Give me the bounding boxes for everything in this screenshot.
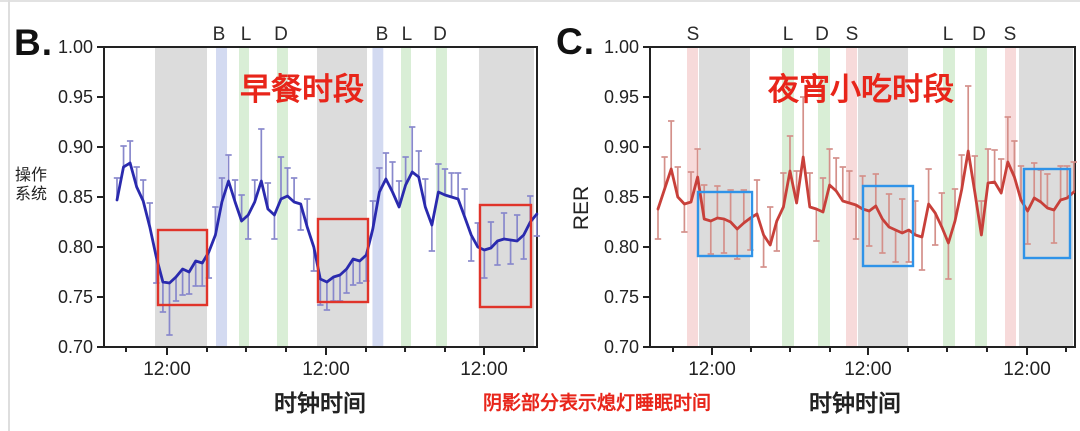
shaded-band-gray: [1018, 47, 1074, 347]
panel-b-y-axis-label-line1: 操作: [14, 167, 47, 184]
panel-b-y-axis-label-line2: 系统: [14, 186, 47, 203]
meal-letter-S: S: [687, 24, 700, 45]
shaded-band-green: [974, 47, 987, 347]
meal-letter-S: S: [1004, 24, 1017, 45]
shaded-band-gray: [857, 47, 909, 347]
panel-c-label: C.: [556, 21, 595, 62]
shaded-band-green: [435, 47, 447, 347]
panel-c-data-line: [656, 149, 1076, 247]
highlight-box-red: [478, 203, 533, 309]
y-tick-label: 0.80: [58, 237, 93, 257]
meal-letter-S: S: [846, 24, 859, 45]
highlight-box-red: [156, 228, 209, 307]
shaded-band-pink: [1005, 47, 1017, 347]
y-tick-label: 0.70: [58, 337, 93, 357]
panel-b-label: B.: [14, 22, 53, 63]
meal-letter-L: L: [943, 24, 954, 45]
y-tick-label: 1.00: [604, 37, 639, 57]
meal-letter-B: B: [213, 24, 226, 45]
y-tick-label: 0.85: [604, 187, 639, 207]
shaded-band-green: [818, 47, 830, 347]
y-tick-label: 0.75: [604, 287, 639, 307]
page-top-border: [0, 0, 1080, 2]
y-tick-label: 0.90: [58, 137, 93, 157]
meal-letter-D: D: [274, 24, 288, 45]
meal-letter-D: D: [972, 24, 986, 45]
x-tick-label: 12:00: [688, 359, 736, 380]
highlight-box-blue: [1022, 167, 1072, 260]
y-tick-label: 0.85: [58, 187, 93, 207]
shaded-band-gray: [699, 47, 751, 347]
meal-letter-B: B: [376, 24, 389, 45]
x-tick-label: 12:00: [844, 359, 892, 380]
panel-b-y-axis-label: 操作 系统: [8, 166, 54, 204]
highlight-box-blue: [861, 184, 915, 268]
panel-c-title: 夜宵小吃时段: [768, 72, 954, 107]
y-tick-label: 0.75: [58, 287, 93, 307]
shaded-band-green: [942, 47, 955, 347]
page-left-border: [8, 0, 10, 431]
x-tick-label: 12:00: [143, 359, 191, 380]
panel-b-title: 早餐时段: [240, 72, 364, 107]
y-tick-label: 0.95: [604, 87, 639, 107]
x-tick-label: 12:00: [460, 359, 508, 380]
shaded-band-gray: [316, 47, 368, 347]
y-tick-label: 0.80: [604, 237, 639, 257]
shaded-band-gray: [478, 47, 535, 347]
shading-note: 阴影部分表示熄灯睡眠时间: [482, 393, 711, 414]
shaded-band-green: [400, 47, 411, 347]
meal-letter-L: L: [402, 24, 413, 45]
shaded-band-green: [782, 47, 794, 347]
x-tick-label: 12:00: [1003, 359, 1051, 380]
shaded-band-green: [239, 47, 250, 347]
meal-letter-D: D: [815, 24, 829, 45]
y-tick-label: 0.95: [58, 87, 93, 107]
y-tick-label: 0.70: [604, 337, 639, 357]
meal-letter-D: D: [433, 24, 447, 45]
highlight-box-blue: [696, 190, 754, 258]
y-tick-label: 0.90: [604, 137, 639, 157]
panel-c-y-axis-label: RER: [570, 185, 593, 231]
panel-b-data-line: [115, 161, 539, 285]
panel-c-x-axis-title: 时钟时间: [809, 390, 901, 416]
highlight-box-red: [316, 217, 370, 304]
y-tick-label: 1.00: [58, 37, 93, 57]
meal-letter-L: L: [783, 24, 794, 45]
shaded-band-pink: [846, 47, 858, 347]
panel-b-x-axis-title: 时钟时间: [274, 390, 366, 416]
meal-letter-L: L: [241, 24, 252, 45]
x-tick-label: 12:00: [302, 359, 350, 380]
